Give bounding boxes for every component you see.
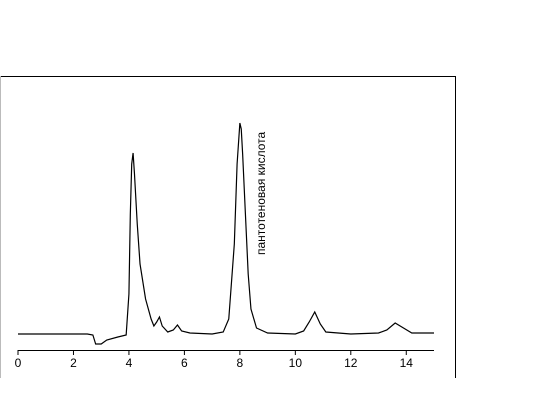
x-tick-label: 12 <box>344 356 358 370</box>
x-tick-label: 2 <box>70 356 77 370</box>
x-tick-label: 4 <box>126 356 133 370</box>
signal-line <box>18 122 434 345</box>
x-tick-label: 14 <box>400 356 414 370</box>
x-tick-label: 10 <box>289 356 303 370</box>
annotation: пантотеновая кислота <box>254 131 268 255</box>
x-tick-label: 8 <box>237 356 244 370</box>
x-tick-label: 6 <box>181 356 188 370</box>
x-tick-label: 0 <box>15 356 22 370</box>
